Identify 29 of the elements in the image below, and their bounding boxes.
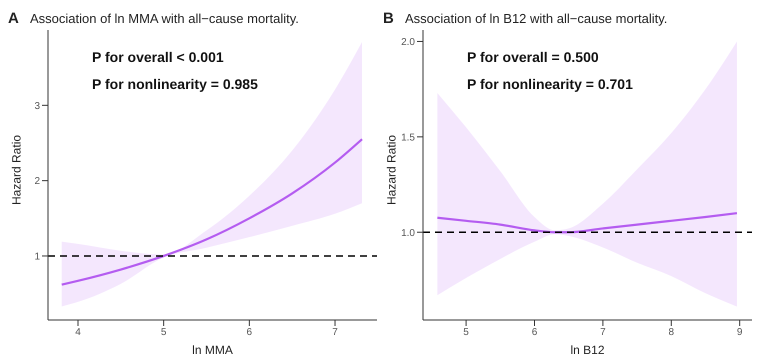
x-tick-label: 4 xyxy=(75,327,82,338)
text: B xyxy=(383,10,395,26)
x-tick-label: 6 xyxy=(246,327,253,338)
x-tick-label: 9 xyxy=(736,327,743,338)
line-series xyxy=(60,138,364,286)
annotation: P for overall < 0.001 xyxy=(92,48,225,67)
y-tick-label: 1 xyxy=(34,252,40,263)
y-axis-title: Hazard Ratio xyxy=(384,134,398,205)
x-tick-label: 5 xyxy=(463,327,470,338)
x-axis-title: ln MMA xyxy=(192,343,233,357)
x-axis-title: ln B12 xyxy=(570,343,605,357)
y-tick-label: 3 xyxy=(34,100,40,112)
x-tick-label: 7 xyxy=(600,327,606,338)
y-axis-title: Hazard Ratio xyxy=(9,134,24,205)
y-tick-label: 2 xyxy=(34,176,40,188)
y-tick-label: 1.5 xyxy=(401,132,416,144)
annotation: P for overall = 0.500 xyxy=(467,48,600,67)
x-tick-label: 6 xyxy=(532,327,538,338)
y-tick-label: 1.0 xyxy=(401,228,416,239)
annotation: P for nonlinearity = 0.985 xyxy=(92,75,258,94)
chart-title: Association of ln MMA with all−cause mortality. xyxy=(30,10,299,26)
x-tick-label: 5 xyxy=(160,327,167,338)
chart-title: Association of ln B12 with all−cause mortality. xyxy=(405,10,668,26)
x-tick-label: 7 xyxy=(332,327,338,338)
y-tick-label: 2.0 xyxy=(401,36,416,48)
annotation: P for nonlinearity = 0.701 xyxy=(467,75,633,94)
line-series xyxy=(436,212,738,234)
text: A xyxy=(8,10,20,26)
x-tick-label: 8 xyxy=(668,327,675,338)
